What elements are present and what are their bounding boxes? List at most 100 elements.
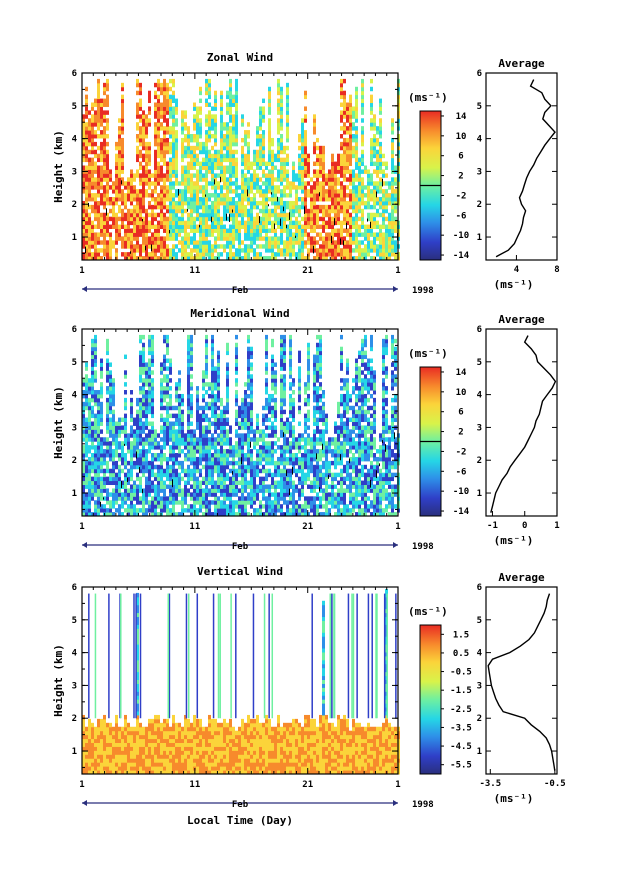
profile-y-tick-label: 5 xyxy=(477,358,482,368)
profile-y-tick-label: 1 xyxy=(477,233,482,243)
month-label: Feb xyxy=(232,800,249,810)
year-label: 1998 xyxy=(412,542,434,552)
profile-y-tick-label: 3 xyxy=(477,423,482,433)
x-tick-label: 21 xyxy=(302,780,313,790)
y-tick-label: 5 xyxy=(72,358,77,368)
x-tick-label: 1 xyxy=(395,266,400,276)
profile-y-tick-label: 4 xyxy=(477,649,483,659)
colorbar-unit: (ms⁻¹) xyxy=(408,605,448,618)
colorbar-tick-label: -5.5 xyxy=(450,761,472,771)
x-tick-label: 11 xyxy=(189,266,200,276)
x-tick-label: 1 xyxy=(395,780,400,790)
colorbar-tick-label: -10 xyxy=(453,487,469,497)
profile-y-tick-label: 3 xyxy=(477,681,482,691)
y-tick-label: 3 xyxy=(72,423,77,433)
colorbar-tick-label: -2 xyxy=(456,191,467,201)
colorbar-tick-label: -10 xyxy=(453,231,469,241)
heatmap-field xyxy=(82,334,400,517)
y-tick-label: 4 xyxy=(72,649,78,659)
x-tick-label: 1 xyxy=(79,522,84,532)
profile-xlabel: (ms⁻¹) xyxy=(494,278,534,291)
profile-title: Average xyxy=(498,571,545,584)
x-tick-label: 11 xyxy=(189,780,200,790)
month-label: Feb xyxy=(232,286,249,296)
y-tick-label: 1 xyxy=(72,747,77,757)
profile-y-tick-label: 3 xyxy=(477,167,482,177)
colorbar-tick-label: -4.5 xyxy=(450,742,472,752)
profile-y-tick-label: 1 xyxy=(477,489,482,499)
colorbar-unit: (ms⁻¹) xyxy=(408,347,448,360)
profile-title: Average xyxy=(498,57,545,70)
y-tick-label: 4 xyxy=(72,391,78,401)
x-tick-label: 21 xyxy=(302,266,313,276)
colorbar-tick-label: 2 xyxy=(458,428,463,438)
profile-y-tick-label: 6 xyxy=(477,583,482,593)
x-tick-label: 1 xyxy=(79,266,84,276)
y-tick-label: 5 xyxy=(72,102,77,112)
y-axis-label: Height (km) xyxy=(52,386,65,459)
colorbar-tick-label: -6 xyxy=(456,467,467,477)
profile-line xyxy=(495,79,556,258)
colorbar-tick-label: 10 xyxy=(456,388,467,398)
profile-y-tick-label: 5 xyxy=(477,616,482,626)
panel-title: Zonal Wind xyxy=(207,51,273,64)
colorbar-unit: (ms⁻¹) xyxy=(408,91,448,104)
profile-title: Average xyxy=(498,313,545,326)
year-label: 1998 xyxy=(412,800,434,810)
y-tick-label: 6 xyxy=(72,583,77,593)
y-tick-label: 1 xyxy=(72,489,77,499)
year-label: 1998 xyxy=(412,286,434,296)
profile-x-tick-label: 1 xyxy=(554,521,559,531)
profile-x-tick-label: 0 xyxy=(522,521,527,531)
profile-y-tick-label: 4 xyxy=(477,391,483,401)
profile-line xyxy=(490,335,557,513)
colorbar-tick-label: -2.5 xyxy=(450,705,472,715)
y-tick-label: 6 xyxy=(72,69,77,79)
colorbar-tick-label: -2 xyxy=(456,447,467,457)
colorbar-tick-label: -1.5 xyxy=(450,686,472,696)
profile-y-tick-label: 1 xyxy=(477,747,482,757)
profile-frame xyxy=(485,328,558,517)
profile-frame xyxy=(485,72,558,261)
profile-y-tick-label: 4 xyxy=(477,135,483,145)
profile-y-tick-label: 6 xyxy=(477,325,482,335)
profile-x-tick-label: -0.5 xyxy=(544,779,566,789)
figure-xlabel: Local Time (Day) xyxy=(187,814,293,827)
y-axis-label: Height (km) xyxy=(52,644,65,717)
colorbar-tick-label: -14 xyxy=(453,251,470,261)
profile-x-tick-label: -1 xyxy=(487,521,498,531)
profile-xlabel: (ms⁻¹) xyxy=(494,792,534,805)
heatmap-field xyxy=(82,78,400,261)
y-tick-label: 6 xyxy=(72,325,77,335)
y-tick-label: 2 xyxy=(72,456,77,466)
x-tick-label: 11 xyxy=(189,522,200,532)
y-tick-label: 2 xyxy=(72,200,77,210)
colorbar-tick-label: 14 xyxy=(456,112,467,122)
profile-xlabel: (ms⁻¹) xyxy=(494,534,534,547)
y-tick-label: 3 xyxy=(72,167,77,177)
x-tick-label: 1 xyxy=(79,780,84,790)
profile-y-tick-label: 2 xyxy=(477,200,482,210)
month-label: Feb xyxy=(232,542,249,552)
panel-title: Meridional Wind xyxy=(190,307,289,320)
profile-y-tick-label: 2 xyxy=(477,456,482,466)
colorbar-tick-label: 6 xyxy=(458,152,463,162)
y-axis-label: Height (km) xyxy=(52,130,65,203)
x-tick-label: 1 xyxy=(395,522,400,532)
profile-y-tick-label: 5 xyxy=(477,102,482,112)
colorbar-tick-label: 1.5 xyxy=(453,630,469,640)
profile-x-tick-label: 4 xyxy=(514,265,520,275)
heatmap-field xyxy=(82,588,400,775)
y-tick-label: 5 xyxy=(72,616,77,626)
profile-y-tick-label: 2 xyxy=(477,714,482,724)
profile-line xyxy=(487,593,556,771)
profile-x-tick-label: 8 xyxy=(554,265,559,275)
colorbar-tick-label: -3.5 xyxy=(450,723,472,733)
colorbar-tick-label: -14 xyxy=(453,507,470,517)
panel-title: Vertical Wind xyxy=(197,565,283,578)
y-tick-label: 1 xyxy=(72,233,77,243)
